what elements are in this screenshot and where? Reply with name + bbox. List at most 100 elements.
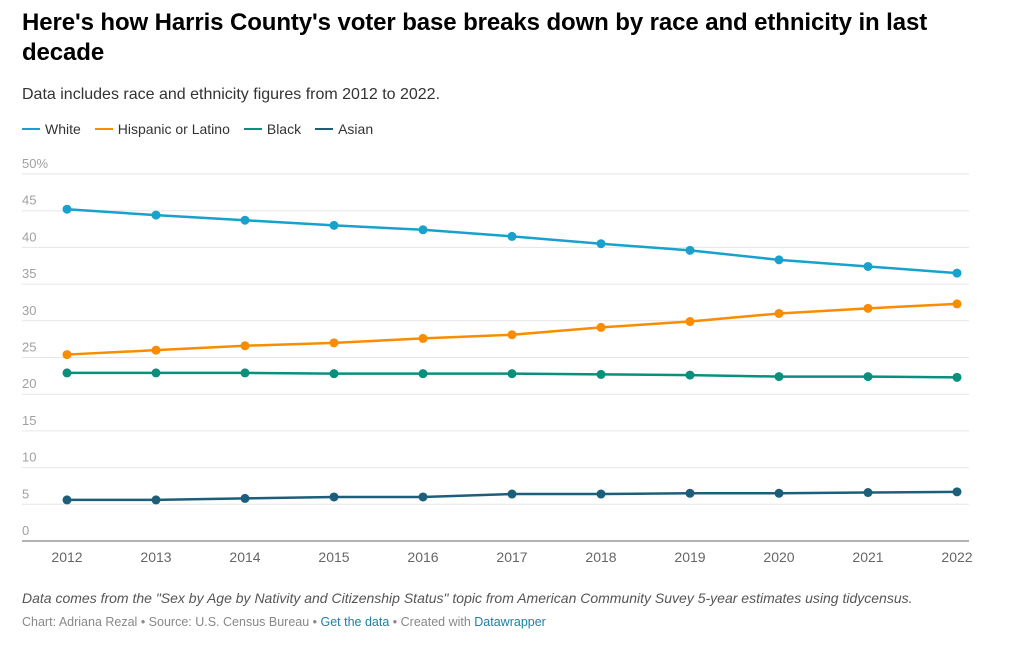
data-point-asian[interactable] xyxy=(151,495,161,505)
data-point-white[interactable] xyxy=(507,231,517,241)
data-point-asian[interactable] xyxy=(507,489,517,499)
x-tick-label: 2015 xyxy=(318,549,349,565)
data-point-hispanic-or-latino[interactable] xyxy=(418,333,428,343)
created-with-text: • Created with xyxy=(389,615,475,629)
legend-item-black: Black xyxy=(243,121,302,137)
y-tick-label: 25 xyxy=(22,340,36,355)
data-point-hispanic-or-latino[interactable] xyxy=(685,317,695,327)
legend-label-black: Black xyxy=(266,121,302,137)
data-point-white[interactable] xyxy=(863,261,873,271)
data-point-asian[interactable] xyxy=(62,495,72,505)
legend-swatch-black xyxy=(243,128,262,130)
x-tick-label: 2013 xyxy=(140,549,171,565)
separator: • xyxy=(309,615,321,629)
line-hispanic-or-latino xyxy=(66,302,958,356)
data-point-black[interactable] xyxy=(596,369,606,379)
chart-byline: Chart: Adriana Rezal • Source: U.S. Cens… xyxy=(22,615,546,629)
y-grid: 0 5 10 15 20 25 30 35 40 45 50% xyxy=(22,156,969,538)
data-point-white[interactable] xyxy=(596,239,606,249)
x-tick-label: 2012 xyxy=(51,549,82,565)
chart-title: Here's how Harris County's voter base br… xyxy=(22,9,928,66)
data-point-white[interactable] xyxy=(418,225,428,235)
data-point-asian[interactable] xyxy=(685,488,695,498)
series-asian xyxy=(62,487,962,505)
legend-item-hispanic: Hispanic or Latino xyxy=(94,121,230,137)
data-point-white[interactable] xyxy=(685,245,695,255)
y-tick-label: 10 xyxy=(22,450,36,465)
data-point-hispanic-or-latino[interactable] xyxy=(774,308,784,318)
data-point-white[interactable] xyxy=(329,220,339,230)
data-point-hispanic-or-latino[interactable] xyxy=(240,341,250,351)
data-point-asian[interactable] xyxy=(774,488,784,498)
data-point-asian[interactable] xyxy=(596,489,606,499)
data-point-white[interactable] xyxy=(151,210,161,220)
legend-item-white: White xyxy=(22,121,81,137)
y-tick-label: 5 xyxy=(22,486,29,501)
y-tick-label: 20 xyxy=(22,376,36,391)
y-tick-label: 15 xyxy=(22,413,36,428)
separator: • xyxy=(137,615,149,629)
data-point-black[interactable] xyxy=(507,369,517,379)
data-point-hispanic-or-latino[interactable] xyxy=(62,350,72,360)
y-tick-label: 0 xyxy=(22,523,29,538)
legend: White Hispanic or Latino Black Asian xyxy=(22,121,387,137)
x-tick-label: 2019 xyxy=(674,549,705,565)
data-point-white[interactable] xyxy=(774,255,784,265)
data-point-white[interactable] xyxy=(240,215,250,225)
series-white xyxy=(62,204,962,278)
data-point-white[interactable] xyxy=(952,268,962,278)
data-point-black[interactable] xyxy=(151,368,161,378)
data-point-black[interactable] xyxy=(62,368,72,378)
data-point-black[interactable] xyxy=(685,370,695,380)
x-tick-label: 2022 xyxy=(941,549,972,565)
data-point-black[interactable] xyxy=(329,369,339,379)
legend-label-white: White xyxy=(45,121,81,137)
datawrapper-link[interactable]: Datawrapper xyxy=(474,615,546,629)
data-point-black[interactable] xyxy=(952,372,962,382)
y-tick-label: 35 xyxy=(22,266,36,281)
series-hispanic-or-latino xyxy=(62,299,962,360)
x-tick-label: 2020 xyxy=(763,549,794,565)
line-white xyxy=(66,207,958,275)
get-the-data-link[interactable]: Get the data xyxy=(320,615,390,629)
chart-subtitle: Data includes race and ethnicity figures… xyxy=(22,86,441,103)
series-lines xyxy=(62,204,962,505)
y-tick-label: 30 xyxy=(22,303,36,318)
chart-source: Source: U.S. Census Bureau xyxy=(148,615,310,629)
chart-author: Chart: Adriana Rezal xyxy=(22,615,138,629)
x-tick-label: 2014 xyxy=(229,549,260,565)
x-tick-label: 2018 xyxy=(585,549,616,565)
y-tick-label: 40 xyxy=(22,229,36,244)
data-point-black[interactable] xyxy=(774,372,784,382)
data-point-hispanic-or-latino[interactable] xyxy=(507,330,517,340)
series-black xyxy=(62,368,962,382)
x-tick-label: 2016 xyxy=(407,549,438,565)
data-point-asian[interactable] xyxy=(329,492,339,502)
legend-label-asian: Asian xyxy=(338,121,374,137)
legend-swatch-hispanic xyxy=(94,128,113,130)
data-point-hispanic-or-latino[interactable] xyxy=(863,303,873,313)
data-point-hispanic-or-latino[interactable] xyxy=(151,345,161,355)
chart-notes: Data comes from the "Sex by Age by Nativ… xyxy=(22,590,913,606)
legend-swatch-asian xyxy=(315,128,334,130)
data-point-asian[interactable] xyxy=(418,492,428,502)
legend-item-asian: Asian xyxy=(315,121,373,137)
legend-label-hispanic: Hispanic or Latino xyxy=(117,121,230,137)
x-tick-label: 2021 xyxy=(852,549,883,565)
x-axis: 2012 2013 2014 2015 2016 2017 2018 2019 2020 2021… xyxy=(22,540,973,565)
y-tick-label: 50% xyxy=(22,156,48,171)
legend-swatch-white xyxy=(22,128,40,130)
y-tick-label: 45 xyxy=(22,193,36,208)
x-tick-label: 2017 xyxy=(496,549,527,565)
data-point-black[interactable] xyxy=(418,369,428,379)
data-point-asian[interactable] xyxy=(240,493,250,503)
data-point-black[interactable] xyxy=(240,368,250,378)
data-point-asian[interactable] xyxy=(863,488,873,498)
data-point-hispanic-or-latino[interactable] xyxy=(596,322,606,332)
data-point-hispanic-or-latino[interactable] xyxy=(952,299,962,309)
data-point-white[interactable] xyxy=(62,204,72,214)
data-point-asian[interactable] xyxy=(952,487,962,497)
data-point-hispanic-or-latino[interactable] xyxy=(329,338,339,348)
data-point-black[interactable] xyxy=(863,372,873,382)
